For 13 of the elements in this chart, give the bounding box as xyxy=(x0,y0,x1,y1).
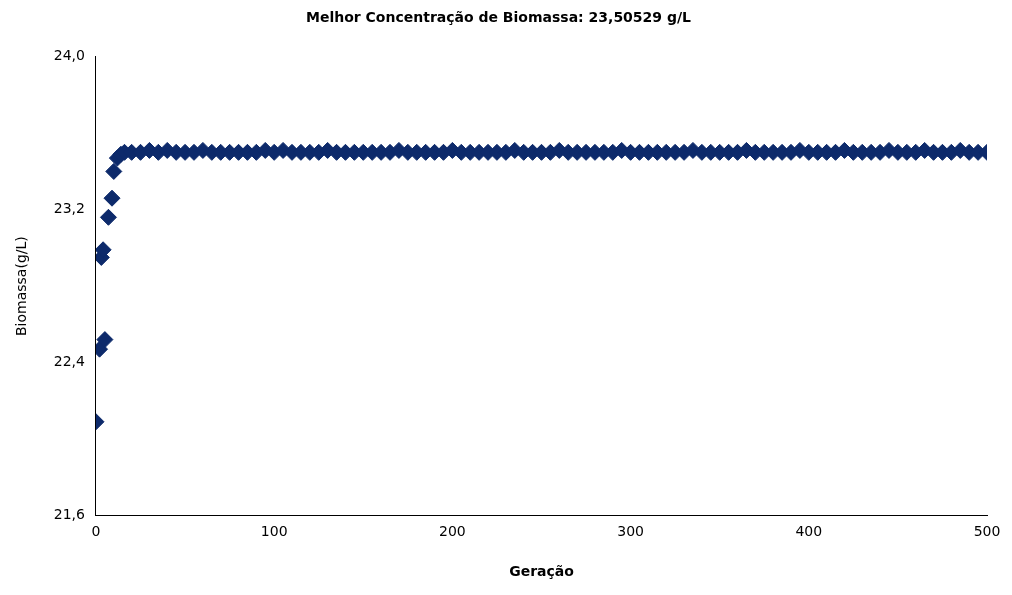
x-tick-label: 0 xyxy=(91,523,101,540)
y-tick-label: 21,6 xyxy=(53,506,86,523)
x-tick-label: 100 xyxy=(260,523,288,540)
x-tick-label: 200 xyxy=(439,523,466,540)
y-tick-label: 22,4 xyxy=(53,353,86,370)
y-tick-label: 24,0 xyxy=(53,47,85,64)
chart-title: Melhor Concentração de Biomassa: 23,50529 g/L xyxy=(305,9,692,26)
x-tick-label: 500 xyxy=(973,523,1001,540)
x-tick-label: 400 xyxy=(795,523,823,540)
y-axis-title: Biomassa(g/L) xyxy=(13,236,30,336)
x-tick-label: 300 xyxy=(617,523,644,540)
y-tick-label: 23,2 xyxy=(53,200,85,217)
x-axis-title: Geração xyxy=(509,563,575,580)
